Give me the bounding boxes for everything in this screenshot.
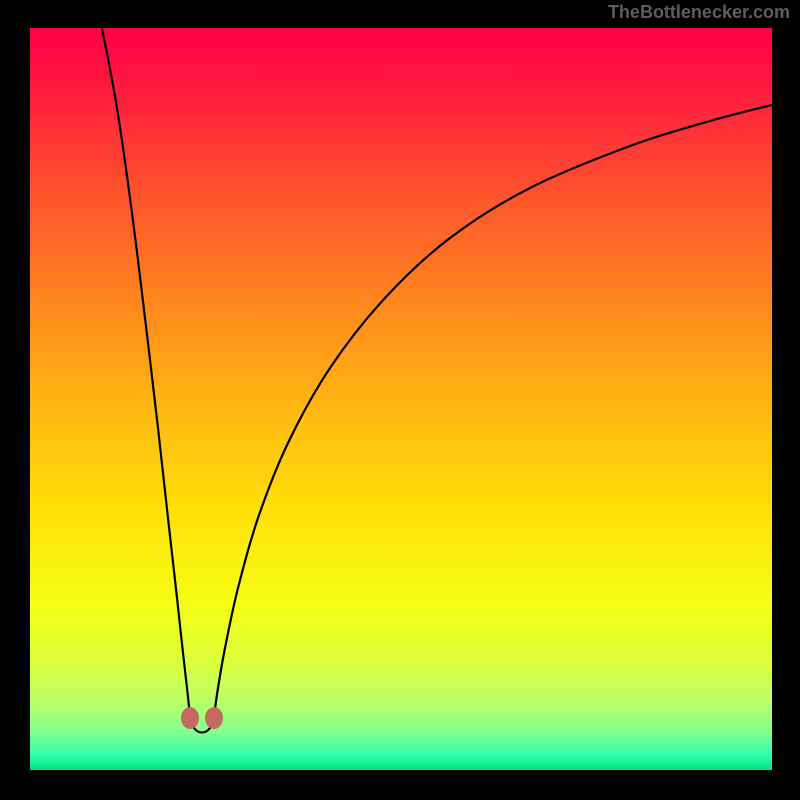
- trough-ball-right: [205, 707, 223, 729]
- plot-area: [30, 28, 772, 770]
- chart-container: TheBottlenecker.com: [0, 0, 800, 800]
- watermark-text: TheBottlenecker.com: [608, 2, 790, 23]
- curve-layer: [30, 28, 772, 770]
- trough-ball-left: [181, 707, 199, 729]
- curve-right-branch: [214, 105, 772, 716]
- curve-left-branch: [102, 28, 190, 716]
